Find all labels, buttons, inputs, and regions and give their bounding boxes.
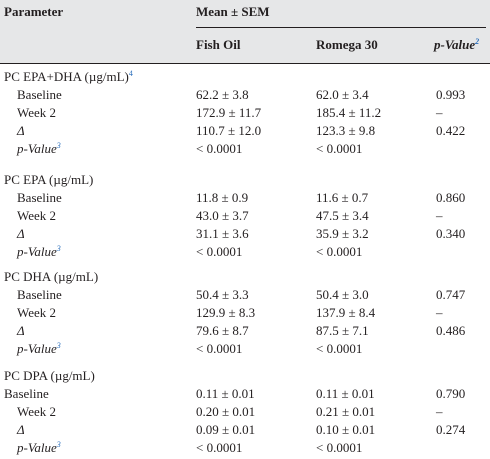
row-label: Baseline (17, 287, 62, 302)
section-title: PC DHA (µg/mL) (4, 269, 99, 284)
header-group: Mean ± SEM (196, 4, 270, 19)
header-fish-oil: Fish Oil (196, 37, 241, 52)
cell-p-value: 0.486 (436, 323, 466, 338)
row-label: Week 2 (17, 105, 57, 120)
cell-romega: 0.21 ± 0.01 (316, 404, 376, 419)
table-header-band (0, 0, 490, 63)
cell-fish-oil: 62.2 ± 3.8 (196, 87, 249, 102)
row-label: Δ (17, 123, 25, 138)
cell-fish-oil: 79.6 ± 8.7 (196, 323, 249, 338)
cell-fish-oil: < 0.0001 (196, 341, 243, 356)
cell-fish-oil: 43.0 ± 3.7 (196, 208, 249, 223)
row-label: Week 2 (17, 208, 57, 223)
cell-p-value: 0.747 (436, 287, 466, 302)
cell-romega: 50.4 ± 3.0 (316, 287, 369, 302)
row-label: p-Value3 (17, 440, 61, 455)
cell-fish-oil: 31.1 ± 3.6 (196, 226, 249, 241)
cell-romega: < 0.0001 (316, 341, 363, 356)
row-label: p-Value3 (17, 244, 61, 259)
section-title: PC EPA+DHA (µg/mL)4 (4, 69, 133, 84)
cell-p-value: – (436, 208, 443, 223)
row-label: Δ (17, 323, 25, 338)
row-label: p-Value3 (17, 141, 61, 156)
cell-fish-oil: 172.9 ± 11.7 (196, 105, 262, 120)
cell-p-value: 0.274 (436, 422, 466, 437)
section-title: PC EPA (µg/mL) (4, 172, 94, 187)
cell-romega: < 0.0001 (316, 440, 363, 455)
cell-p-value: 0.860 (436, 190, 466, 205)
row-label: p-Value3 (17, 341, 61, 356)
cell-fish-oil: 0.11 ± 0.01 (196, 386, 255, 401)
cell-romega: 0.11 ± 0.01 (316, 386, 375, 401)
cell-romega: 62.0 ± 3.4 (316, 87, 369, 102)
cell-fish-oil: 0.09 ± 0.01 (196, 422, 256, 437)
cell-fish-oil: < 0.0001 (196, 141, 243, 156)
cell-p-value: – (436, 404, 443, 419)
cell-romega: 47.5 ± 3.4 (316, 208, 369, 223)
row-label: Δ (17, 422, 25, 437)
row-label: Baseline (17, 87, 62, 102)
cell-romega: 123.3 ± 9.8 (316, 123, 376, 138)
cell-fish-oil: 110.7 ± 12.0 (196, 123, 262, 138)
cell-fish-oil: 11.8 ± 0.9 (196, 190, 249, 205)
cell-p-value: 0.422 (436, 123, 466, 138)
cell-p-value: – (436, 305, 443, 320)
cell-p-value: 0.993 (436, 87, 466, 102)
cell-romega: < 0.0001 (316, 244, 363, 259)
cell-p-value: – (436, 105, 443, 120)
cell-fish-oil: < 0.0001 (196, 440, 243, 455)
row-label: Δ (17, 226, 25, 241)
header-group-rule (196, 27, 486, 28)
header-p-value: p-Value2 (434, 37, 480, 52)
cell-romega: 185.4 ± 11.2 (316, 105, 382, 120)
cell-romega: 0.10 ± 0.01 (316, 422, 376, 437)
cell-fish-oil: < 0.0001 (196, 244, 243, 259)
cell-romega: 87.5 ± 7.1 (316, 323, 369, 338)
cell-p-value: 0.340 (436, 226, 466, 241)
cell-p-value: 0.790 (436, 386, 466, 401)
header-bottom-rule (0, 63, 490, 64)
cell-romega: 11.6 ± 0.7 (316, 190, 369, 205)
row-label: Week 2 (17, 305, 57, 320)
cell-romega: < 0.0001 (316, 141, 363, 156)
cell-fish-oil: 129.9 ± 8.3 (196, 305, 256, 320)
header-parameter: Parameter (4, 4, 64, 19)
row-label: Week 2 (17, 404, 57, 419)
cell-romega: 137.9 ± 8.4 (316, 305, 376, 320)
section-title: PC DPA (µg/mL) (4, 368, 95, 383)
row-label: Baseline (17, 190, 62, 205)
row-label: Baseline (4, 386, 49, 401)
header-romega: Romega 30 (316, 37, 378, 52)
cell-romega: 35.9 ± 3.2 (316, 226, 369, 241)
cell-fish-oil: 0.20 ± 0.01 (196, 404, 256, 419)
cell-fish-oil: 50.4 ± 3.3 (196, 287, 249, 302)
